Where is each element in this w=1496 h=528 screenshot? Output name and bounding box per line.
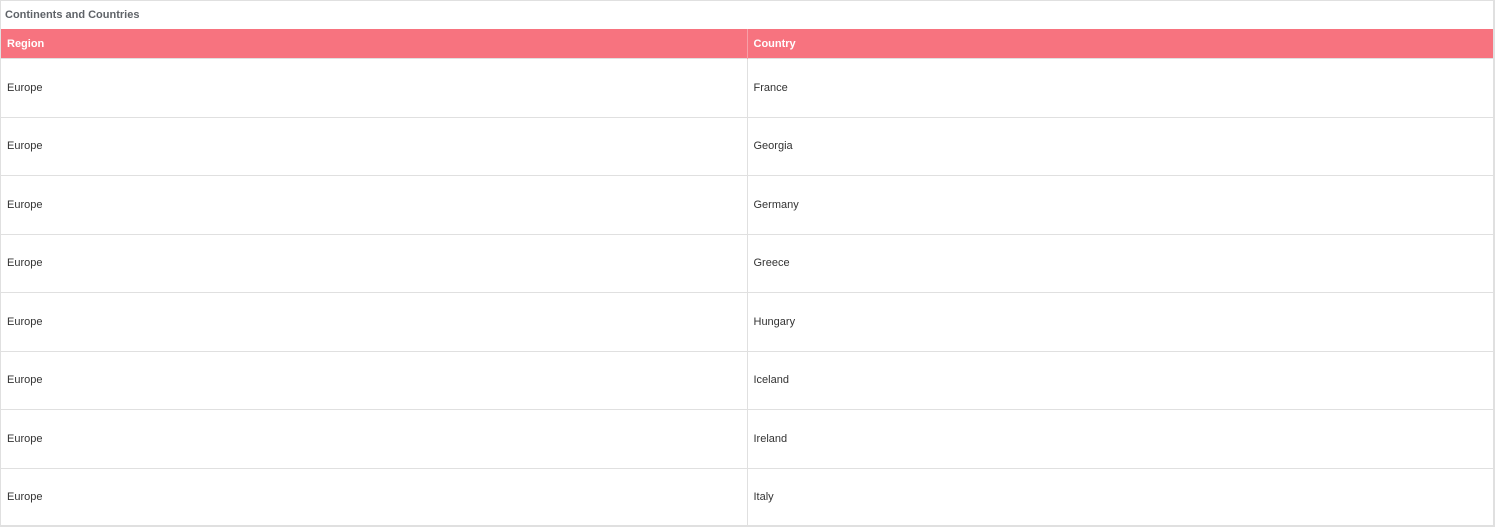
cell-country: Greece bbox=[747, 233, 1493, 293]
table-row[interactable]: Europe Germany bbox=[1, 175, 1493, 234]
cell-region: Europe bbox=[1, 58, 748, 117]
cell-country: Italy bbox=[747, 467, 1493, 526]
column-header-region[interactable]: Region bbox=[1, 29, 748, 59]
cell-region: Europe bbox=[1, 409, 748, 468]
data-table: Region Country Europe France Europe Georgia… bbox=[1, 29, 1493, 526]
column-header-country[interactable]: Country bbox=[747, 29, 1493, 59]
table-row[interactable]: Europe Ireland bbox=[1, 409, 1493, 468]
cell-region: Europe bbox=[1, 467, 748, 526]
table-row[interactable]: Europe Italy bbox=[1, 467, 1493, 526]
header-row: Region Country bbox=[1, 29, 1493, 59]
table-row[interactable]: Europe Georgia bbox=[1, 116, 1493, 176]
table-row[interactable]: Europe Greece bbox=[1, 233, 1493, 293]
table-title: Continents and Countries bbox=[5, 9, 140, 21]
table-row[interactable]: Europe Iceland bbox=[1, 350, 1493, 410]
cell-region: Europe bbox=[1, 350, 748, 410]
table-row[interactable]: Europe Hungary bbox=[1, 292, 1493, 351]
cell-region: Europe bbox=[1, 116, 748, 176]
cell-country: Georgia bbox=[747, 116, 1493, 176]
cell-region: Europe bbox=[1, 292, 748, 351]
cell-region: Europe bbox=[1, 233, 748, 293]
cell-country: Germany bbox=[747, 175, 1493, 234]
cell-country: Iceland bbox=[747, 350, 1493, 410]
cell-country: Ireland bbox=[747, 409, 1493, 468]
table-row[interactable]: Europe France bbox=[1, 58, 1493, 117]
cell-region: Europe bbox=[1, 175, 748, 234]
cell-country: France bbox=[747, 58, 1493, 117]
cell-country: Hungary bbox=[747, 292, 1493, 351]
